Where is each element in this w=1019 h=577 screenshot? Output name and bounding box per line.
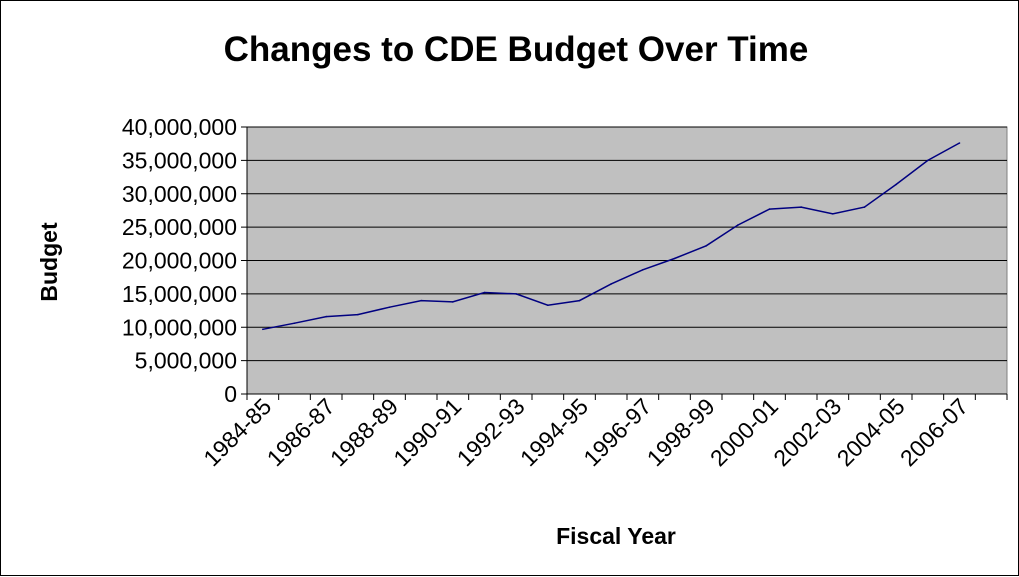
data-point [262,328,264,331]
data-point [610,283,612,285]
data-point [452,301,454,303]
data-point [642,269,644,271]
y-axis-title: Budget [36,222,62,302]
data-point [325,315,328,318]
plot-area: 0 5,000,000 10,000,000 15,000,000 20,000,000… [122,114,1008,471]
x-tick-label: 1996-97 [578,393,656,471]
data-point [673,257,676,260]
x-tick-label: 1986-87 [262,393,340,471]
data-point [515,293,517,295]
data-point [895,183,897,186]
y-tick-label: 15,000,000 [122,281,237,307]
y-tick-label: 0 [224,381,237,407]
chart-title: Changes to CDE Budget Over Time [224,30,809,69]
data-point [420,299,423,302]
x-tick-label: 1998-99 [642,393,720,471]
y-tick-label: 30,000,000 [122,181,237,207]
data-point [737,224,739,226]
x-tick-label: 1990-91 [388,393,466,471]
y-tick-label: 20,000,000 [122,248,237,274]
x-axis-title: Fiscal Year [556,523,676,549]
x-tick-label: 2004-05 [832,393,910,471]
x-tick-label: 2002-03 [768,393,846,471]
x-tick-label: 1984-85 [198,393,276,471]
data-point [483,291,486,294]
x-tick-label: 1994-95 [515,393,593,471]
data-point [927,159,929,162]
data-point [388,306,391,309]
data-point [293,322,296,325]
data-point [547,304,549,307]
data-point [863,206,866,208]
y-tick-label: 25,000,000 [122,214,237,240]
data-point [958,142,961,144]
data-point [578,299,581,302]
x-tick-label: 2000-01 [705,393,783,471]
x-tick-label: 2006-07 [895,393,973,471]
data-point [768,208,771,210]
y-tick-label: 40,000,000 [122,114,237,140]
x-tick-label: 1992-93 [452,393,530,471]
y-tick-label: 10,000,000 [122,314,237,340]
data-point [800,206,802,208]
x-tick-label: 1988-89 [325,393,403,471]
data-point [705,245,707,247]
y-tick-label: 5,000,000 [135,348,237,374]
y-tick-label: 35,000,000 [122,147,237,173]
data-point [357,313,359,316]
data-point [832,213,834,215]
